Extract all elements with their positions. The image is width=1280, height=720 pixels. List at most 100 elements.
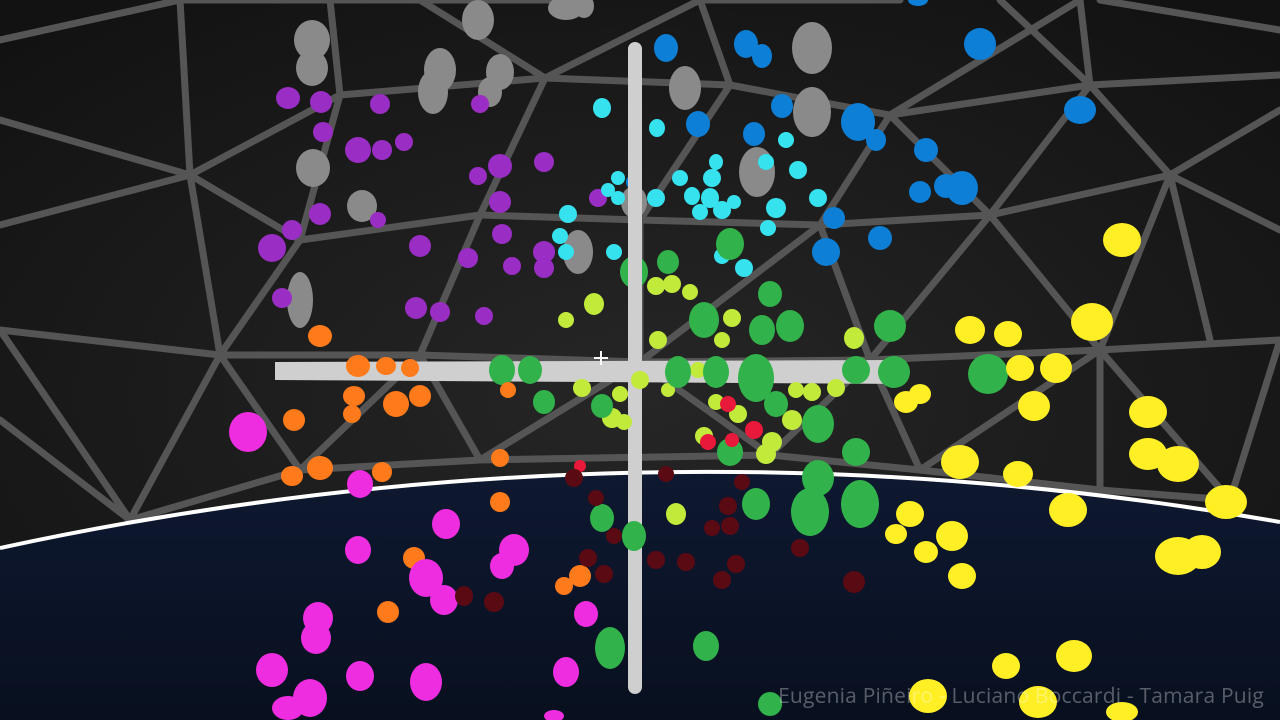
purple-data-point: [409, 235, 431, 257]
yellow-data-point: [1006, 355, 1034, 381]
purple-data-point: [492, 224, 512, 244]
purple-data-point: [372, 140, 392, 160]
lime-data-point: [723, 309, 741, 327]
cyan-data-point: [684, 187, 700, 205]
orange-data-point: [500, 382, 516, 398]
red-data-point: [745, 421, 763, 439]
gray-data-point: [294, 20, 330, 60]
dome-strut: [326, 0, 344, 99]
blue-data-point: [812, 238, 840, 266]
dark-red-data-point: [713, 571, 731, 589]
purple-data-point: [534, 152, 554, 172]
cyan-data-point: [703, 169, 721, 187]
yellow-data-point: [1003, 461, 1033, 487]
gray-data-point: [574, 0, 594, 18]
purple-data-point: [503, 257, 521, 275]
cyan-data-point: [552, 228, 568, 244]
cyan-data-point: [672, 170, 688, 186]
gray-data-point: [296, 50, 328, 86]
magenta-data-point: [432, 509, 460, 539]
lime-data-point: [663, 275, 681, 293]
blue-data-point: [752, 44, 772, 68]
dark-red-data-point: [455, 586, 473, 606]
blue-data-point: [823, 207, 845, 229]
blue-data-point: [866, 129, 886, 151]
gray-data-point: [793, 87, 831, 137]
blue-data-point: [654, 34, 678, 62]
orange-data-point: [372, 462, 392, 482]
magenta-data-point: [301, 622, 331, 654]
green-data-point: [802, 405, 834, 443]
green-data-point: [874, 310, 906, 342]
cyan-data-point: [611, 191, 625, 205]
yellow-data-point: [1205, 485, 1247, 519]
dome-strut: [186, 171, 224, 359]
dark-red-data-point: [843, 571, 865, 593]
cyan-data-point: [593, 98, 611, 118]
dark-red-data-point: [727, 555, 745, 573]
blue-data-point: [868, 226, 892, 250]
blue-data-point: [771, 94, 793, 118]
green-data-point: [590, 504, 614, 532]
lime-data-point: [827, 379, 845, 397]
cyan-data-point: [727, 195, 741, 209]
dome-strut: [1096, 346, 1234, 504]
dark-red-data-point: [658, 466, 674, 482]
green-data-point: [842, 356, 870, 384]
orange-data-point: [307, 456, 333, 480]
green-data-point: [518, 356, 542, 384]
purple-data-point: [534, 258, 554, 278]
lime-data-point: [558, 312, 574, 328]
yellow-data-point: [1129, 396, 1167, 428]
green-data-point: [591, 394, 613, 418]
green-data-point: [657, 250, 679, 274]
dome-strut: [886, 81, 1094, 119]
green-data-point: [689, 302, 719, 338]
dome-strut: [216, 236, 304, 359]
orange-data-point: [490, 492, 510, 512]
green-data-point: [703, 356, 729, 388]
purple-data-point: [310, 91, 332, 113]
yellow-data-point: [909, 679, 947, 713]
lime-data-point: [661, 383, 675, 397]
cyan-data-point: [692, 204, 708, 220]
yellow-data-point: [1049, 493, 1087, 527]
orange-data-point: [383, 391, 409, 417]
dome-strut: [0, 326, 224, 359]
yellow-data-point: [1056, 640, 1092, 672]
purple-data-point: [309, 203, 331, 225]
green-data-point: [791, 488, 829, 536]
yellow-data-point: [896, 501, 924, 527]
green-data-point: [622, 521, 646, 551]
dome-strut: [1166, 171, 1214, 344]
orange-data-point: [409, 385, 431, 407]
magenta-data-point: [347, 470, 373, 498]
red-data-point: [700, 434, 716, 450]
gray-data-point: [462, 0, 494, 40]
dome-strut: [1086, 81, 1174, 179]
lime-data-point: [584, 293, 604, 315]
purple-data-point: [370, 94, 390, 114]
blue-data-point: [1064, 96, 1096, 124]
lime-data-point: [756, 444, 776, 464]
cyan-data-point: [558, 244, 574, 260]
blue-data-point: [686, 111, 710, 137]
green-data-point: [758, 692, 782, 716]
yellow-data-point: [948, 563, 976, 589]
magenta-data-point: [256, 653, 288, 687]
yellow-data-point: [914, 541, 938, 563]
yellow-data-point: [909, 384, 931, 404]
cursor-reticle-icon: [594, 351, 608, 365]
green-data-point: [595, 627, 625, 669]
dome-strut: [296, 211, 484, 244]
orange-data-point: [569, 565, 591, 587]
purple-data-point: [488, 154, 512, 178]
yellow-data-point: [955, 316, 985, 344]
purple-data-point: [475, 307, 493, 325]
dome-strut: [0, 171, 194, 229]
dark-red-data-point: [721, 517, 739, 535]
purple-data-point: [458, 248, 478, 268]
dome-strut: [696, 0, 734, 89]
green-data-point: [738, 354, 774, 402]
purple-data-point: [430, 302, 450, 322]
